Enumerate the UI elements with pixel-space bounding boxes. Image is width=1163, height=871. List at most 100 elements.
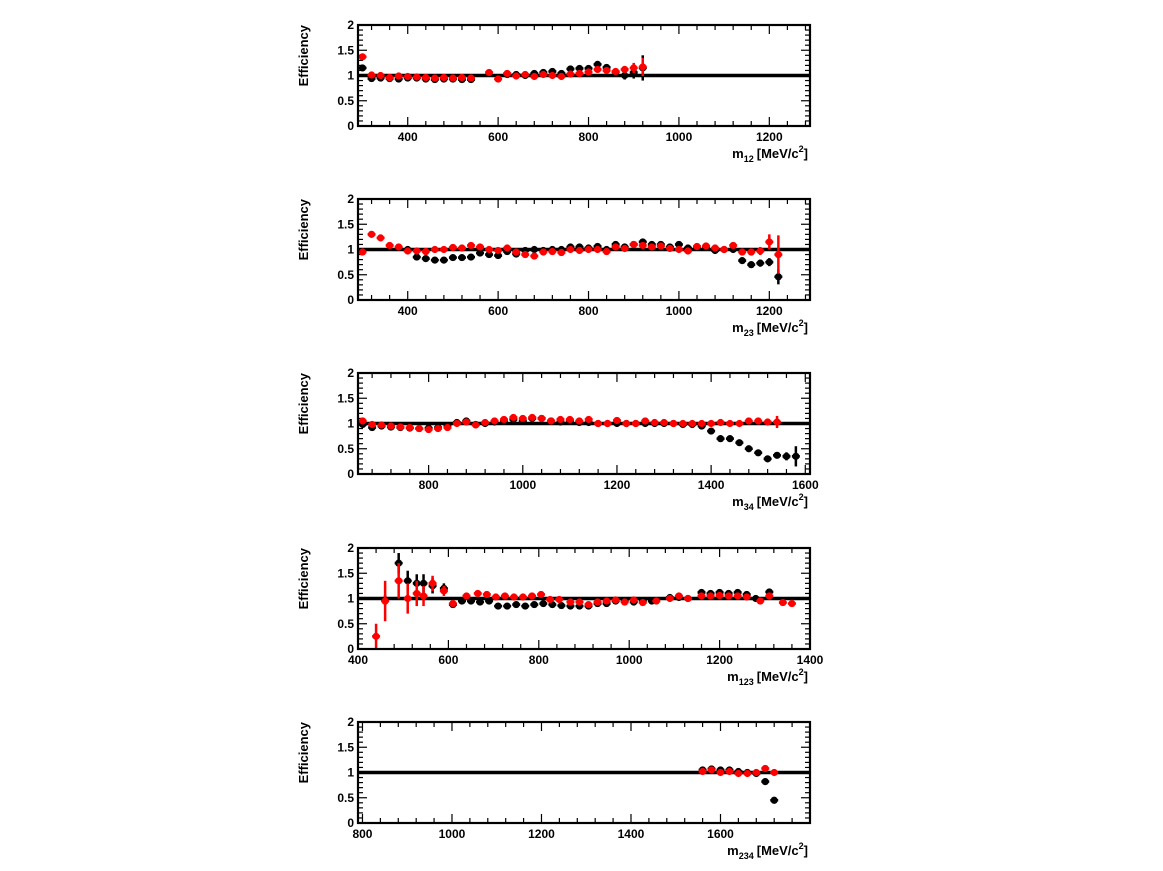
x-axis-subscript: 23 bbox=[744, 328, 754, 338]
data-point bbox=[603, 419, 612, 428]
data-point bbox=[679, 419, 687, 428]
y-tick-label: 2 bbox=[347, 18, 354, 32]
x-tick-label: 1000 bbox=[439, 827, 466, 841]
x-tick-label: 600 bbox=[488, 304, 508, 318]
data-point bbox=[406, 423, 414, 432]
y-tick-label: 1.5 bbox=[337, 43, 354, 57]
data-point bbox=[698, 767, 707, 776]
x-axis-symbol: m bbox=[727, 843, 739, 858]
data-point bbox=[745, 417, 753, 425]
data-point bbox=[765, 238, 773, 246]
y-tick-label: 1 bbox=[347, 243, 354, 257]
data-point bbox=[774, 273, 782, 281]
data-point bbox=[684, 594, 692, 603]
y-tick-label: 0.5 bbox=[337, 442, 354, 456]
data-point bbox=[528, 413, 536, 422]
data-point bbox=[440, 587, 448, 595]
data-point bbox=[566, 598, 575, 606]
y-axis-title: Efficiency bbox=[296, 198, 311, 260]
data-point bbox=[458, 597, 466, 605]
data-point bbox=[500, 415, 508, 424]
data-point bbox=[530, 252, 538, 260]
x-tick-label: 1000 bbox=[616, 653, 643, 667]
data-point bbox=[743, 593, 751, 601]
x-axis-symbol: m bbox=[727, 669, 739, 684]
data-point bbox=[494, 251, 502, 260]
data-point bbox=[431, 245, 439, 254]
y-tick-label: 1.5 bbox=[337, 740, 354, 754]
data-point bbox=[675, 592, 683, 600]
data-point bbox=[585, 415, 593, 424]
data-point bbox=[612, 243, 620, 251]
data-point bbox=[639, 63, 647, 71]
data-point bbox=[449, 243, 457, 252]
data-point bbox=[485, 245, 493, 254]
x-tick-label: 400 bbox=[398, 304, 418, 318]
y-axis-title: Efficiency bbox=[296, 372, 311, 434]
data-point bbox=[419, 579, 428, 587]
data-point bbox=[387, 422, 395, 430]
data-point bbox=[773, 451, 781, 459]
data-point bbox=[675, 245, 683, 254]
data-point bbox=[593, 245, 602, 254]
data-point bbox=[575, 69, 584, 78]
data-point bbox=[440, 245, 448, 254]
data-point bbox=[660, 418, 668, 427]
data-point bbox=[575, 64, 584, 73]
data-point bbox=[539, 599, 547, 608]
data-point bbox=[501, 592, 509, 600]
data-point bbox=[510, 593, 518, 601]
x-axis-unit-superscript: 2 bbox=[799, 318, 804, 328]
x-axis-unit-end: ] bbox=[804, 669, 808, 684]
data-point bbox=[449, 253, 457, 262]
data-point bbox=[428, 579, 437, 587]
data-point bbox=[503, 244, 511, 252]
data-point bbox=[622, 419, 630, 428]
data-point bbox=[716, 768, 725, 777]
data-point bbox=[761, 764, 769, 773]
data-point bbox=[431, 74, 439, 82]
x-axis-unit-superscript: 2 bbox=[799, 144, 804, 154]
data-point bbox=[764, 455, 772, 463]
data-point bbox=[639, 241, 647, 250]
y-tick-label: 0 bbox=[347, 467, 354, 481]
data-layer bbox=[372, 553, 796, 649]
data-point bbox=[720, 245, 728, 254]
data-point bbox=[413, 589, 421, 598]
x-tick-label: 1000 bbox=[666, 304, 693, 318]
data-point bbox=[632, 419, 640, 428]
data-point bbox=[716, 435, 725, 443]
x-axis-symbol: m bbox=[732, 146, 744, 161]
x-tick-label: 1200 bbox=[706, 653, 733, 667]
data-point bbox=[557, 601, 566, 610]
data-point bbox=[404, 247, 412, 255]
y-tick-label: 2 bbox=[347, 192, 354, 206]
data-point bbox=[530, 245, 538, 254]
data-point bbox=[765, 592, 773, 600]
data-point bbox=[386, 73, 394, 82]
data-point bbox=[539, 248, 547, 256]
data-point bbox=[707, 419, 715, 428]
x-tick-label: 1000 bbox=[509, 478, 536, 492]
data-point bbox=[612, 67, 620, 76]
data-point bbox=[555, 595, 563, 604]
data-point bbox=[458, 253, 466, 262]
x-tick-label: 400 bbox=[348, 653, 368, 667]
plot-panel-1: 0 0.5 1 1.5 2 400 600 800 1000 1200 Efficiency m12[… bbox=[296, 18, 812, 164]
data-point bbox=[512, 72, 520, 80]
x-axis-unit-superscript: 2 bbox=[799, 841, 804, 851]
data-point bbox=[449, 74, 457, 82]
data-layer bbox=[358, 230, 783, 285]
data-point bbox=[419, 592, 428, 600]
data-point bbox=[425, 425, 433, 434]
y-tick-label: 0 bbox=[347, 293, 354, 307]
x-axis-unit: [MeV/c bbox=[757, 669, 799, 684]
data-point bbox=[754, 449, 762, 457]
data-point bbox=[566, 415, 574, 424]
data-point bbox=[726, 435, 734, 443]
data-point bbox=[613, 416, 621, 425]
data-point bbox=[521, 602, 529, 610]
data-point bbox=[725, 592, 733, 600]
data-point bbox=[434, 424, 442, 433]
data-point bbox=[716, 418, 725, 427]
